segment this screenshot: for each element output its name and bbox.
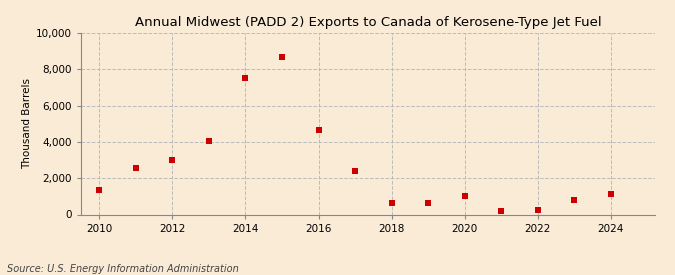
Point <box>203 139 214 143</box>
Point <box>167 158 178 162</box>
Title: Annual Midwest (PADD 2) Exports to Canada of Kerosene-Type Jet Fuel: Annual Midwest (PADD 2) Exports to Canad… <box>134 16 601 29</box>
Point <box>496 209 507 213</box>
Point <box>350 169 360 173</box>
Point <box>533 208 543 212</box>
Point <box>240 76 251 81</box>
Point <box>277 54 288 59</box>
Point <box>130 166 141 170</box>
Point <box>459 194 470 199</box>
Point <box>569 198 580 202</box>
Text: Source: U.S. Energy Information Administration: Source: U.S. Energy Information Administ… <box>7 264 238 274</box>
Point <box>605 191 616 196</box>
Point <box>423 200 433 205</box>
Point <box>386 200 397 205</box>
Point <box>313 128 324 132</box>
Point <box>94 188 105 192</box>
Y-axis label: Thousand Barrels: Thousand Barrels <box>22 78 32 169</box>
